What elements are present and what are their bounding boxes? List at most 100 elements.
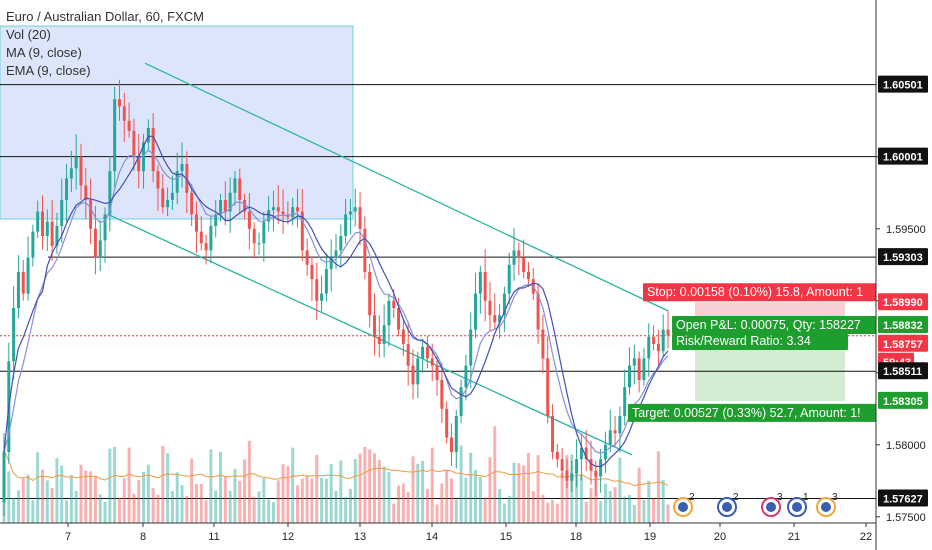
candle-body [661,329,665,352]
candle-body [36,211,40,232]
price-tag-level: 1.57627 [878,489,928,507]
price-tag-text: 1.58990 [883,297,923,309]
candle-body [536,293,540,330]
candle-body [55,225,59,247]
volume-bar [45,480,49,523]
volume-bar [546,502,550,523]
y-tick-label: 1.59500 [886,224,926,236]
volume-bar [127,447,131,523]
candle-body [623,387,627,416]
volume-bar [74,490,78,523]
event-badge[interactable]: 3 [816,492,838,517]
volume-bar [262,477,266,523]
candle-body [146,128,150,143]
candle-body [474,293,478,330]
volume-bar [579,475,583,523]
indicator-ema[interactable]: EMA (9, close) [6,63,91,78]
volume-bar [223,476,227,523]
event-badge[interactable]: 1 [787,492,809,517]
position-labels: Stop: 0.00158 (0.10%) 15.8, Amount: 1 Ope… [628,283,876,422]
y-tick-label: 1.57500 [886,512,926,524]
candle-body [84,185,88,200]
candle-body [579,447,583,460]
candle-body [180,164,184,172]
volume-bar [348,488,352,523]
moving-averages [3,135,669,467]
volume-bar [363,446,367,523]
candle-body [315,279,319,301]
candle-body [65,178,69,200]
candle-body [406,344,410,366]
flag-icon [821,502,831,512]
volume-bar [440,483,444,523]
volume-bar [642,499,646,523]
candle-body [219,200,223,215]
volume-bars [2,426,670,523]
candle-body [175,171,179,193]
event-badge[interactable]: 2 [673,492,695,517]
candle-body [233,178,237,193]
candle-body [281,211,285,215]
volume-bar [339,460,343,523]
volume-bar [50,487,54,523]
candle-body [478,272,482,294]
candle-body [507,264,511,294]
candle-body [368,272,372,316]
volume-bar [219,451,223,523]
volume-bar [271,502,275,523]
candle-body [637,358,641,380]
volume-bar [69,475,73,523]
volume-bar [79,464,83,523]
x-tick-label: 13 [354,531,366,543]
volume-bar [517,463,521,523]
x-tick-label: 15 [500,531,512,543]
candle-body [209,225,213,251]
candle-body [142,142,146,172]
volume-bar [156,494,160,523]
candle-body [594,470,598,477]
candle-body [170,192,174,200]
candle-body [493,315,497,323]
candle-body [79,156,83,186]
candle-body [522,257,526,272]
volume-bar [387,471,391,523]
event-badge-count: 3 [777,492,783,503]
x-tick-label: 11 [208,531,219,543]
candle-body [228,192,232,212]
candle-body [60,200,64,226]
candle-body [387,300,391,326]
volume-bar [310,478,314,523]
candle-body [551,416,555,452]
indicator-volume[interactable]: Vol (20) [6,27,51,42]
target-label-text: Target: 0.00527 (0.33%) 52.7, Amount: 1! [632,406,861,420]
indicator-ma[interactable]: MA (9, close) [6,45,82,60]
x-tick-label: 8 [140,531,146,543]
volume-bar [84,470,88,523]
candle-body [310,264,314,280]
event-badge-count: 3 [832,492,838,503]
candle-body [26,257,30,294]
volume-bar [589,488,593,523]
candle-body [411,365,415,385]
event-badge[interactable]: 2 [717,492,739,517]
volume-bar [204,500,208,523]
volume-bar [214,490,218,523]
price-tag-level: 1.58511 [878,362,928,380]
candle-body [45,221,49,236]
volume-bar [608,491,612,523]
volume-bar [334,490,338,523]
candle-body [69,168,73,179]
candle-body [50,221,54,247]
volume-bar [551,500,555,523]
candle-body [488,300,492,316]
event-badge[interactable]: 3 [761,492,783,517]
candle-body [613,430,617,434]
candle-body [291,207,295,218]
candle-body [469,329,473,366]
candle-body [93,228,97,258]
volume-bar [36,452,40,523]
volume-bar [632,504,636,523]
candle-body [555,452,559,460]
volume-bar [483,497,487,523]
